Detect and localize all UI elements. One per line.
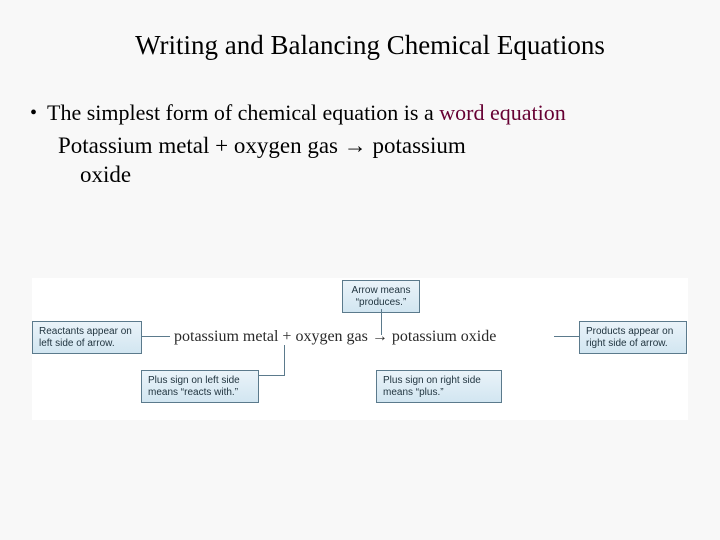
- diagram-equation: potassium metal + oxygen gas → potassium…: [174, 328, 496, 346]
- bullet-item: • The simplest form of chemical equation…: [30, 99, 690, 127]
- callout-reactants: Reactants appear on left side of arrow.: [32, 321, 142, 354]
- callout-products: Products appear on right side of arrow.: [579, 321, 687, 354]
- slide-title: Writing and Balancing Chemical Equations: [30, 30, 690, 61]
- slide: Writing and Balancing Chemical Equations…: [0, 0, 720, 540]
- connector-line: [284, 345, 285, 375]
- callout-plus-right: Plus sign on right side means “plus.”: [376, 370, 502, 403]
- annotated-diagram: Arrow means “produces.” Reactants appear…: [32, 278, 688, 420]
- bullet-marker: •: [30, 101, 37, 125]
- callout-plus-left: Plus sign on left side means “reacts wit…: [141, 370, 259, 403]
- word-equation: Potassium metal + oxygen gas → potassium…: [58, 131, 690, 191]
- connector-line: [259, 375, 285, 376]
- bullet-text: The simplest form of chemical equation i…: [47, 99, 566, 127]
- connector-line: [554, 336, 579, 337]
- connector-line: [142, 336, 170, 337]
